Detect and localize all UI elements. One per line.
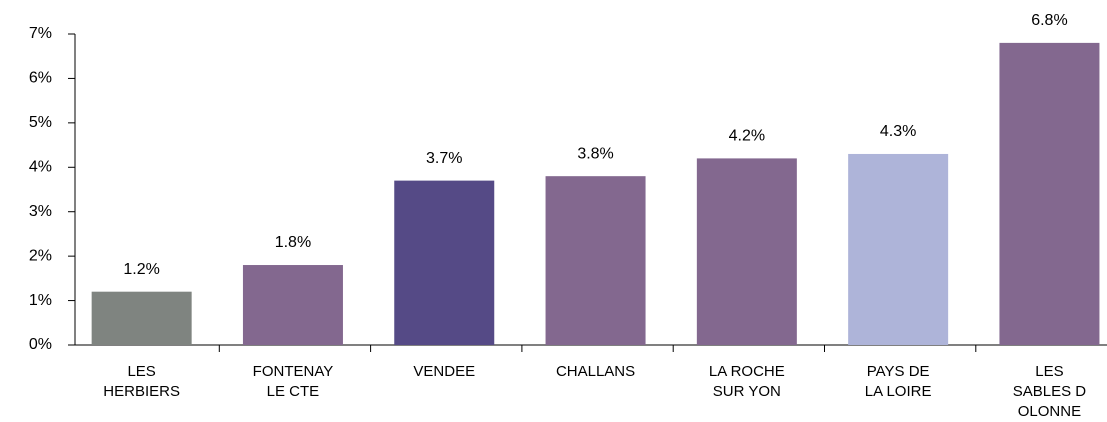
y-tick-label: 5% [29,114,52,131]
bar [394,180,495,345]
data-label: 4.3% [880,123,916,140]
bar [848,153,949,345]
bar [91,291,192,345]
x-tick-label: LES SABLES D OLONNE [1012,363,1087,420]
data-label: 1.8% [275,234,311,251]
data-label: 4.2% [729,128,765,145]
bar [545,176,646,345]
y-tick-label: 7% [29,25,52,42]
y-tick-label: 4% [29,159,52,176]
x-tick-label: FONTENAY LE CTE [252,363,334,400]
bar [999,42,1100,346]
x-tick-label: LA ROCHE SUR YON [708,363,785,400]
y-tick-label: 2% [29,247,52,264]
x-tick-label: VENDEE [413,363,476,380]
data-label: 6.8% [1031,12,1067,29]
bar [696,158,797,345]
y-tick-label: 6% [29,70,52,87]
data-label: 3.7% [426,150,462,167]
bar [242,265,343,345]
y-tick-label: 0% [29,336,52,353]
x-tick-label: LES HERBIERS [103,363,180,400]
y-tick-label: 1% [29,292,52,309]
x-tick-label: PAYS DE LA LOIRE [864,363,932,400]
x-tick-label: CHALLANS [555,363,636,380]
data-label: 1.2% [123,261,159,278]
data-label: 3.8% [577,145,613,162]
y-tick-label: 3% [29,203,52,220]
